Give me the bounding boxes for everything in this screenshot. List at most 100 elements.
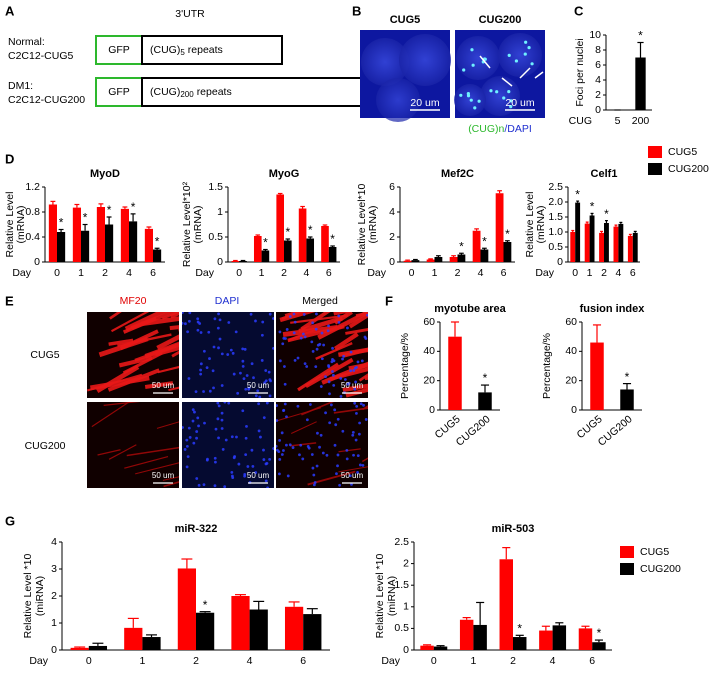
nucleus-dot	[337, 320, 341, 324]
focus	[466, 92, 470, 96]
image-content	[87, 312, 179, 394]
nucleus-dot	[319, 433, 323, 437]
construct-name: Normal:	[8, 36, 45, 48]
bar	[144, 228, 153, 262]
bar	[478, 392, 492, 410]
nucleus-dot	[268, 457, 272, 461]
image-content	[91, 402, 179, 488]
nucleus	[456, 36, 500, 80]
y-axis-label: Foci per nuclei	[574, 38, 586, 106]
nucleus-dot	[314, 327, 318, 331]
significance: *	[330, 232, 335, 246]
error-bar	[263, 248, 268, 251]
nucleus-dot	[264, 379, 268, 383]
y-tick-label: 0	[403, 644, 409, 656]
significance: *	[107, 203, 112, 217]
x-tick-label: 1	[470, 655, 476, 667]
error-bar	[451, 255, 456, 257]
nucleus-dot	[196, 320, 200, 324]
y-axis-label: Relative Level *10	[22, 554, 34, 639]
error-bar	[181, 558, 193, 569]
nucleus-dot	[267, 370, 271, 374]
nucleus-dot	[197, 424, 200, 428]
nucleus-dot	[214, 460, 217, 464]
nucleus-dot	[226, 353, 230, 356]
nucleus-dot	[188, 436, 192, 439]
panel-letter: F	[385, 293, 393, 308]
error-bar	[436, 255, 441, 257]
arrow	[479, 55, 491, 69]
nucleus-dot	[196, 328, 200, 332]
nucleus-dot	[339, 394, 343, 398]
fiber	[162, 476, 179, 481]
fiber	[338, 347, 368, 358]
column-label: DAPI	[215, 295, 240, 307]
error-bar	[240, 259, 246, 262]
error-bar	[50, 200, 56, 205]
y-axis-label: (mRNA)	[535, 206, 547, 244]
legend-label: CUG200	[668, 163, 709, 175]
nucleus-dot	[202, 483, 206, 487]
caption-blue: /DAPI	[504, 123, 531, 135]
nucleus-dot	[185, 465, 189, 469]
nucleus-dot	[254, 319, 257, 323]
x-tick-label: 2	[102, 267, 108, 279]
x-tick-label: 4	[303, 267, 309, 279]
nucleus-dot	[241, 365, 245, 368]
scale-label: 50 um	[247, 381, 270, 390]
error-bar	[474, 228, 479, 231]
nucleus-dot	[244, 453, 248, 457]
nucleus-dot	[318, 342, 322, 346]
nucleus-dot	[278, 438, 281, 442]
error-bar	[497, 190, 502, 194]
bar	[618, 223, 624, 262]
bar	[284, 606, 304, 650]
x-tick-label: 0	[572, 267, 578, 279]
error-bar	[515, 634, 524, 638]
y-axis-label: (miRNA)	[386, 576, 398, 616]
significance: *	[517, 621, 522, 635]
nucleus-dot	[356, 454, 360, 458]
nucleus-dot	[243, 347, 247, 351]
nucleus-dot	[301, 457, 305, 461]
nucleus-dot	[214, 427, 218, 431]
image-caption: (CUG)n/DAPI	[468, 123, 532, 135]
microscopy-image	[87, 402, 179, 488]
bar	[105, 224, 114, 262]
bar	[590, 342, 604, 410]
nucleus-dot	[195, 430, 199, 433]
nucleus-dot	[312, 483, 316, 487]
nucleus-dot	[322, 343, 326, 347]
error-bar	[594, 639, 603, 643]
nucleus-dot	[354, 380, 358, 384]
nucleus-dot	[320, 357, 324, 361]
y-tick-label: 8	[595, 44, 601, 56]
chart-title: MyoD	[90, 168, 120, 180]
legend-swatch	[648, 146, 662, 158]
bar	[321, 226, 329, 262]
nucleus-dot	[217, 436, 220, 440]
nucleus-dot	[268, 312, 272, 316]
x-axis-label: Day	[367, 267, 386, 279]
bar	[231, 596, 250, 650]
nucleus-dot	[208, 357, 211, 360]
x-axis-label: Day	[29, 655, 48, 667]
x-tick-label: 6	[630, 267, 636, 279]
nucleus-dot	[242, 377, 246, 380]
bar	[48, 204, 57, 262]
x-tick-label: 5	[615, 115, 621, 127]
y-axis-label: Relative Level	[524, 192, 536, 258]
nucleus-dot	[199, 362, 203, 366]
y-axis-label: (mRNA)	[367, 206, 379, 244]
y-tick-label: 1	[217, 206, 223, 218]
significance: *	[203, 598, 208, 612]
fiber	[321, 361, 368, 385]
y-tick-label: 1	[51, 617, 57, 629]
nucleus-dot	[249, 312, 253, 316]
nucleus-dot	[310, 453, 314, 456]
bar	[592, 642, 606, 650]
nucleus-dot	[212, 386, 215, 390]
bar	[457, 254, 466, 262]
construct-name: DM1:	[8, 80, 33, 92]
chart-title: myotube area	[434, 303, 506, 315]
